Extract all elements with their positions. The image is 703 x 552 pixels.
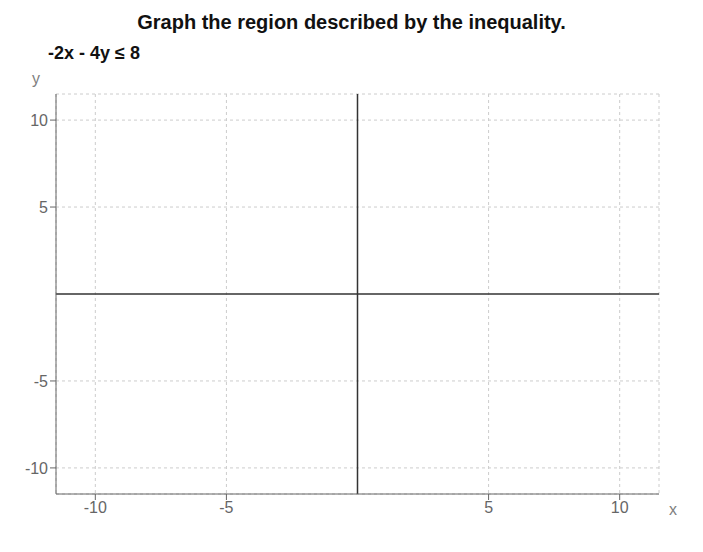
html-text:Graph the region described by: Graph the region described by the inequa… [137, 11, 566, 33]
svg-text:-5: -5 [219, 499, 233, 516]
svg-text:-10: -10 [25, 460, 48, 477]
svg-text:-5: -5 [34, 373, 48, 390]
svg-text:10: 10 [30, 112, 48, 129]
svg-text:x: x [669, 501, 677, 518]
svg-text:5: 5 [39, 199, 48, 216]
svg-text:5: 5 [484, 499, 493, 516]
svg-text:y: y [32, 70, 40, 87]
svg-text:-10: -10 [84, 499, 107, 516]
html-text:-2x - 4y ≤ 8: -2x - 4y ≤ 8 [48, 43, 140, 63]
svg-text:10: 10 [611, 499, 629, 516]
